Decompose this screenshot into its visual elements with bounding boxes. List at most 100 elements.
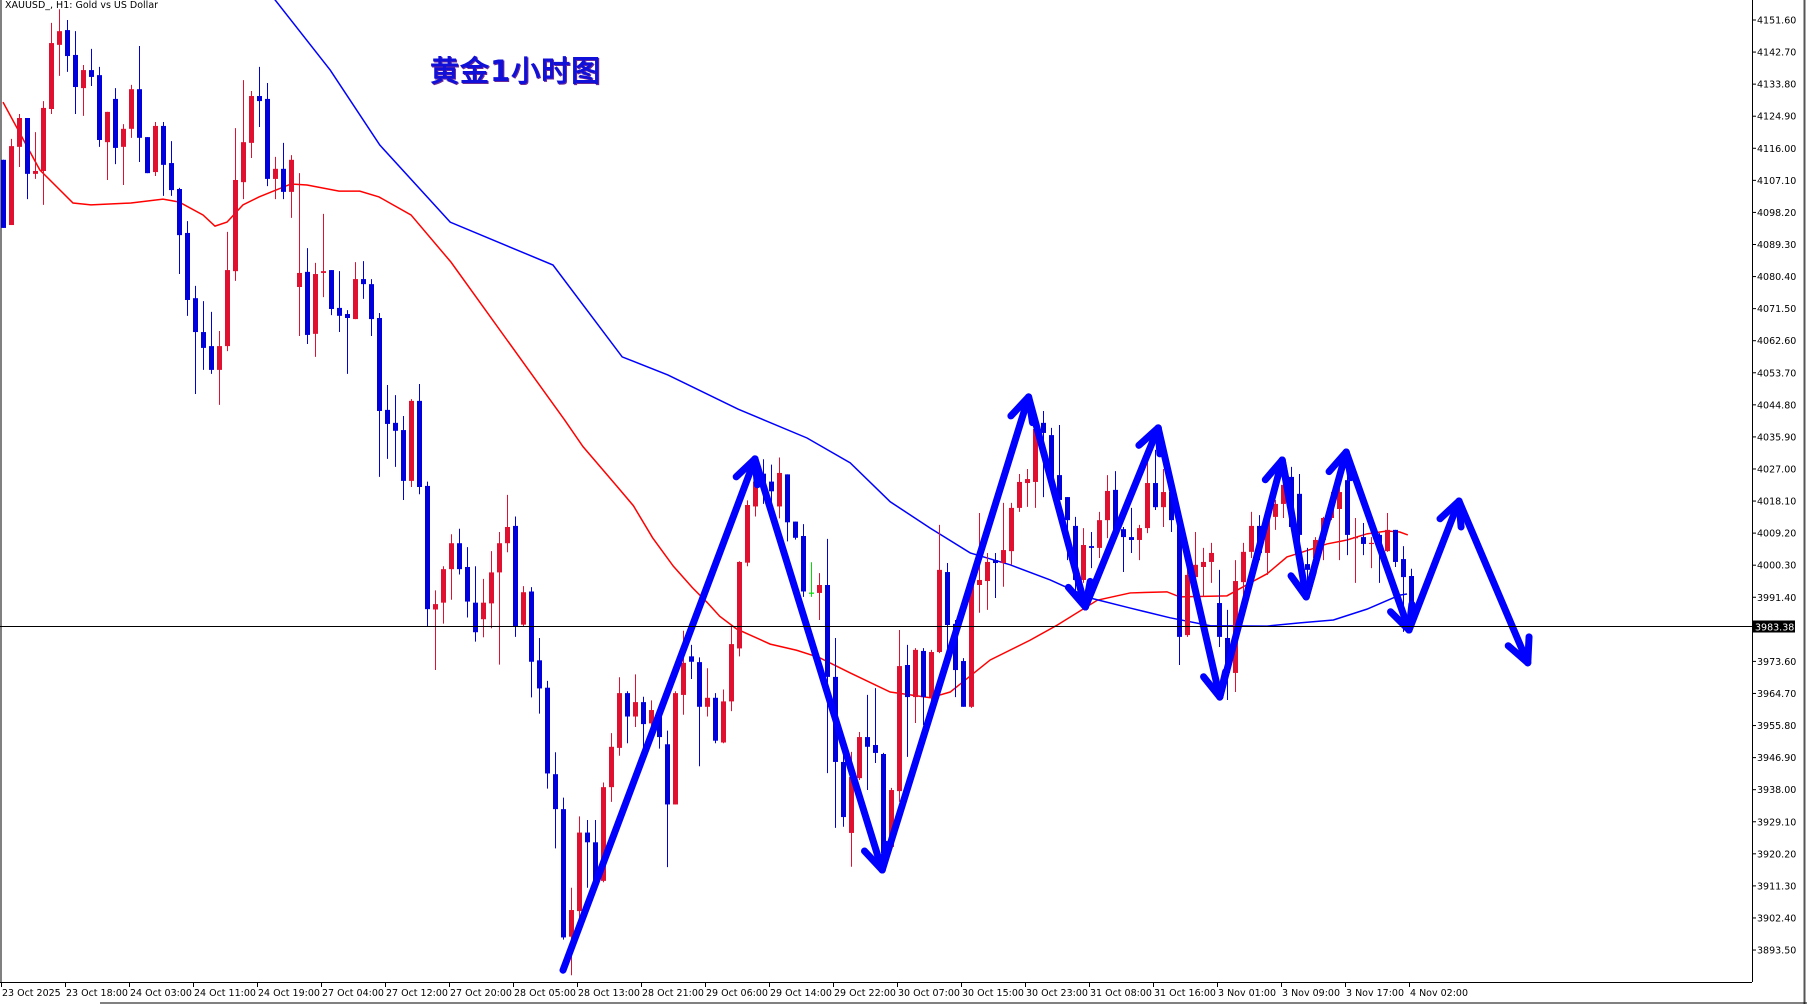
arrow-segment [559, 455, 759, 974]
candle-body [49, 43, 54, 110]
candle-body [313, 274, 318, 334]
price-tick-label: 3973.60 [1757, 657, 1796, 668]
candle-body [905, 665, 910, 698]
bearish-candle [137, 45, 142, 162]
bearish-candle [25, 118, 30, 200]
candle-body [281, 168, 286, 192]
bullish-candle [969, 579, 974, 708]
candle-body [569, 910, 574, 937]
bullish-candle [433, 590, 438, 671]
arrow-segment [1455, 497, 1532, 667]
bearish-candle [89, 48, 94, 86]
price-tick-label: 4062.60 [1757, 336, 1796, 347]
bullish-candle [1105, 475, 1110, 539]
forecast-arrows [559, 393, 1533, 974]
bullish-candle [217, 330, 222, 405]
bullish-candle [633, 674, 638, 727]
candle-body [361, 279, 366, 285]
bearish-candle [209, 311, 214, 374]
candle-body [89, 70, 94, 77]
time-tick-label: 24 Oct 11:00 [194, 988, 256, 999]
bearish-candle [865, 694, 870, 791]
price-tick-label: 4080.40 [1757, 272, 1796, 283]
candle-body [217, 346, 222, 370]
price-tick-label: 4071.50 [1757, 304, 1796, 315]
candle-body [9, 146, 14, 226]
time-tick-label: 4 Nov 02:00 [1410, 988, 1468, 999]
candle-body [657, 710, 662, 738]
bullish-candle [809, 562, 814, 597]
bullish-candle [449, 534, 454, 600]
bearish-candle [1177, 517, 1182, 666]
candle-body [241, 142, 246, 183]
candle-body [857, 737, 862, 779]
candle-body [1281, 484, 1286, 504]
bearish-candle [801, 524, 806, 597]
candle-body [993, 560, 998, 564]
bullish-candle [1081, 528, 1086, 583]
bearish-candle [177, 187, 182, 275]
candle-body [921, 650, 926, 698]
candle-body [17, 118, 22, 147]
price-axis[interactable]: 4151.60 4142.70 4133.80 4124.90 4116.00 4107.… [1752, 16, 1796, 957]
candle-body [841, 761, 846, 818]
bearish-candle [425, 481, 430, 627]
price-tick-label: 3911.30 [1757, 881, 1796, 892]
bullish-candle [121, 124, 126, 186]
arrow-segment [1405, 497, 1463, 634]
candle-body [57, 31, 62, 45]
price-tick-label: 3946.90 [1757, 753, 1796, 764]
bullish-candle [673, 691, 678, 805]
time-tick-label: 31 Oct 16:00 [1154, 988, 1216, 999]
candle-body [897, 666, 902, 792]
price-tick-label: 3938.00 [1757, 785, 1796, 796]
candle-body [409, 400, 414, 481]
time-axis[interactable]: 23 Oct 2025 23 Oct 18:00 24 Oct 03:00 24 Oc… [1, 982, 1469, 999]
bullish-candle [1353, 517, 1358, 583]
bearish-candle [553, 752, 558, 849]
time-tick-label: 28 Oct 13:00 [578, 988, 640, 999]
candle-body [257, 96, 262, 102]
arrow-segment [1025, 393, 1089, 611]
candle-body [145, 137, 150, 174]
candle-body [625, 693, 630, 717]
candle-body [1097, 520, 1102, 548]
candle-body [745, 505, 750, 563]
bullish-candle [729, 625, 734, 712]
bullish-candle [497, 532, 502, 665]
bullish-candle [489, 551, 494, 629]
bullish-candle [249, 90, 254, 159]
candle-body [633, 702, 638, 717]
candle-body [353, 279, 358, 320]
time-tick-label: 28 Oct 21:00 [642, 988, 704, 999]
bullish-candle [1161, 468, 1166, 527]
candle-body [393, 422, 398, 431]
candle-body [865, 737, 870, 747]
candle-body [97, 75, 102, 140]
bearish-candle [873, 688, 878, 764]
candle-body [169, 163, 174, 191]
candle-body [489, 572, 494, 604]
candle-body [985, 561, 990, 582]
bullish-candle [1185, 561, 1190, 637]
bearish-candle [393, 395, 398, 467]
candle-body [681, 662, 686, 695]
bearish-candle [417, 383, 422, 495]
bullish-candle [937, 524, 942, 654]
bullish-candle [1025, 468, 1030, 507]
bullish-candle [505, 494, 510, 553]
candle-body [1113, 489, 1118, 530]
candle-body [801, 536, 806, 592]
price-tick-label: 4000.30 [1757, 561, 1796, 572]
candle-body [1105, 490, 1110, 521]
bullish-candle [1337, 486, 1342, 561]
candle-body [929, 652, 934, 698]
candle-body [297, 272, 302, 288]
candle-body [753, 481, 758, 507]
bearish-candle [113, 88, 118, 165]
candle-body [689, 656, 694, 662]
candle-body [1121, 529, 1126, 538]
price-tick-label: 4124.90 [1757, 112, 1796, 123]
